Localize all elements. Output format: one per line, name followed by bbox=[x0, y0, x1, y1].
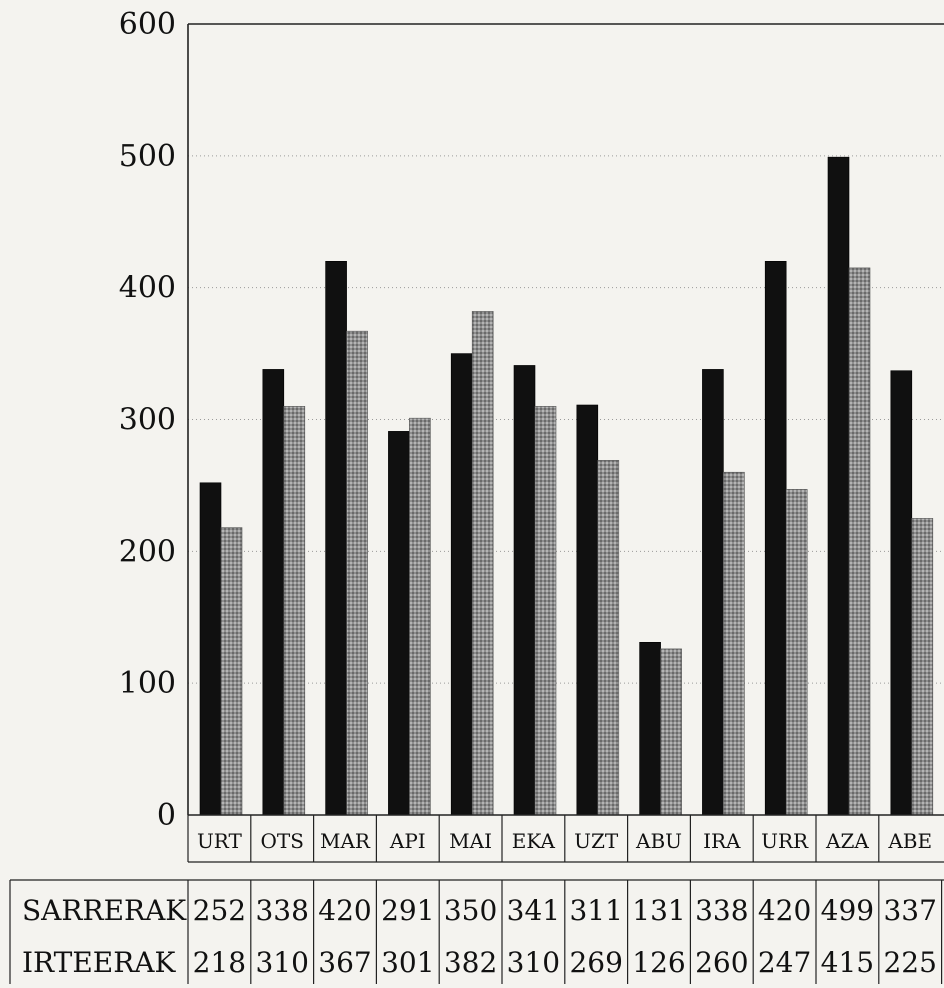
table-cell-sarrerak-eka: 341 bbox=[507, 894, 560, 927]
bar-irteerak-ots bbox=[283, 406, 306, 816]
bar-sarrerak-urr bbox=[764, 260, 787, 816]
data-table: SARRERAK 252 338 420 291 350 341 311 131 338 420 49… bbox=[9, 879, 944, 984]
x-tick-label-urt: URT bbox=[197, 829, 243, 853]
y-tick-label-100: 100 bbox=[119, 666, 176, 701]
table-cell-irteerak-urr: 247 bbox=[758, 946, 811, 979]
x-tick-label-aza: AZA bbox=[825, 829, 869, 853]
y-tick-label-500: 500 bbox=[119, 139, 176, 174]
bar-sarrerak-abe bbox=[890, 370, 913, 816]
table-cell-irteerak-ots: 310 bbox=[255, 946, 308, 979]
x-tick-label-mai: MAI bbox=[449, 829, 492, 853]
bar-irteerak-api bbox=[409, 417, 431, 816]
bar-irteerak-ira bbox=[723, 471, 745, 816]
bar-irteerak-abu bbox=[660, 648, 682, 816]
bar-sarrerak-urt bbox=[199, 482, 222, 816]
x-tick-label-urr: URR bbox=[761, 829, 809, 853]
table-cell-sarrerak-ira: 338 bbox=[695, 894, 748, 927]
bar-irteerak-urr bbox=[785, 489, 808, 816]
table-cell-sarrerak-urt: 252 bbox=[193, 894, 246, 927]
axes bbox=[187, 23, 944, 815]
table-cell-sarrerak-mai: 350 bbox=[444, 894, 497, 927]
table-cell-irteerak-api: 301 bbox=[381, 946, 434, 979]
y-tick-label-300: 300 bbox=[119, 403, 176, 438]
table-cell-sarrerak-urr: 420 bbox=[758, 894, 811, 927]
x-tick-label-abe: ABE bbox=[887, 829, 932, 853]
y-tick-label-600: 600 bbox=[119, 7, 176, 42]
table-row-label-sarrerak: SARRERAK bbox=[22, 894, 187, 927]
table-cell-irteerak-uzt: 269 bbox=[569, 946, 622, 979]
x-tick-label-mar: MAR bbox=[320, 829, 371, 853]
x-tick-label-ots: OTS bbox=[260, 829, 303, 853]
table-row-label-irteerak: IRTEERAK bbox=[22, 946, 177, 979]
bar-sarrerak-eka bbox=[513, 365, 536, 816]
bar-irteerak-abe bbox=[911, 518, 934, 816]
table-cell-irteerak-urt: 218 bbox=[193, 946, 246, 979]
bar-sarrerak-aza bbox=[827, 156, 850, 816]
x-tick-label-uzt: UZT bbox=[574, 829, 619, 853]
bar-irteerak-eka bbox=[534, 406, 557, 816]
table-cell-sarrerak-api: 291 bbox=[381, 894, 434, 927]
y-tick-label-400: 400 bbox=[119, 271, 176, 306]
bar-sarrerak-ira bbox=[702, 369, 724, 816]
bar-irteerak-aza bbox=[848, 267, 871, 816]
table-cell-irteerak-mai: 382 bbox=[444, 946, 497, 979]
bar-sarrerak-mar bbox=[325, 260, 347, 816]
x-tick-label-eka: EKA bbox=[512, 829, 556, 853]
bar-irteerak-mar bbox=[346, 330, 368, 816]
y-tick-label-200: 200 bbox=[119, 534, 176, 569]
plot-frame bbox=[187, 23, 944, 815]
table-cell-sarrerak-mar: 420 bbox=[318, 894, 371, 927]
table-cell-sarrerak-ots: 338 bbox=[255, 894, 308, 927]
table-cell-irteerak-eka: 310 bbox=[507, 946, 560, 979]
bar-sarrerak-ots bbox=[262, 369, 285, 816]
x-tick-label-ira: IRA bbox=[703, 829, 741, 853]
x-tick-labels: URT OTS MAR API MAI EKA UZT ABU IRA URR AZA ABE bbox=[187, 814, 944, 863]
x-tick-label-abu: ABU bbox=[635, 829, 682, 853]
y-tick-labels: 0 100 200 300 400 500 600 bbox=[119, 7, 176, 833]
bar-sarrerak-api bbox=[388, 431, 410, 816]
table-cell-sarrerak-abu: 131 bbox=[632, 894, 685, 927]
x-tick-label-api: API bbox=[389, 829, 426, 853]
table-cell-irteerak-abe: 225 bbox=[883, 946, 936, 979]
table-outline bbox=[9, 879, 944, 984]
bar-irteerak-mai bbox=[471, 311, 494, 816]
bar-irteerak-urt bbox=[220, 527, 243, 816]
table-cell-irteerak-ira: 260 bbox=[695, 946, 748, 979]
bars bbox=[199, 156, 934, 816]
y-tick-label-0: 0 bbox=[157, 798, 176, 833]
bar-irteerak-uzt bbox=[597, 460, 620, 816]
bar-sarrerak-mai bbox=[450, 353, 473, 816]
bar-sarrerak-uzt bbox=[576, 404, 599, 816]
table-cell-sarrerak-abe: 337 bbox=[883, 894, 936, 927]
table-cell-irteerak-aza: 415 bbox=[821, 946, 874, 979]
table-cell-irteerak-mar: 367 bbox=[318, 946, 371, 979]
table-cell-irteerak-abu: 126 bbox=[632, 946, 685, 979]
table-cell-sarrerak-aza: 499 bbox=[821, 894, 874, 927]
bar-sarrerak-abu bbox=[639, 641, 661, 816]
table-cell-sarrerak-uzt: 311 bbox=[569, 894, 622, 927]
